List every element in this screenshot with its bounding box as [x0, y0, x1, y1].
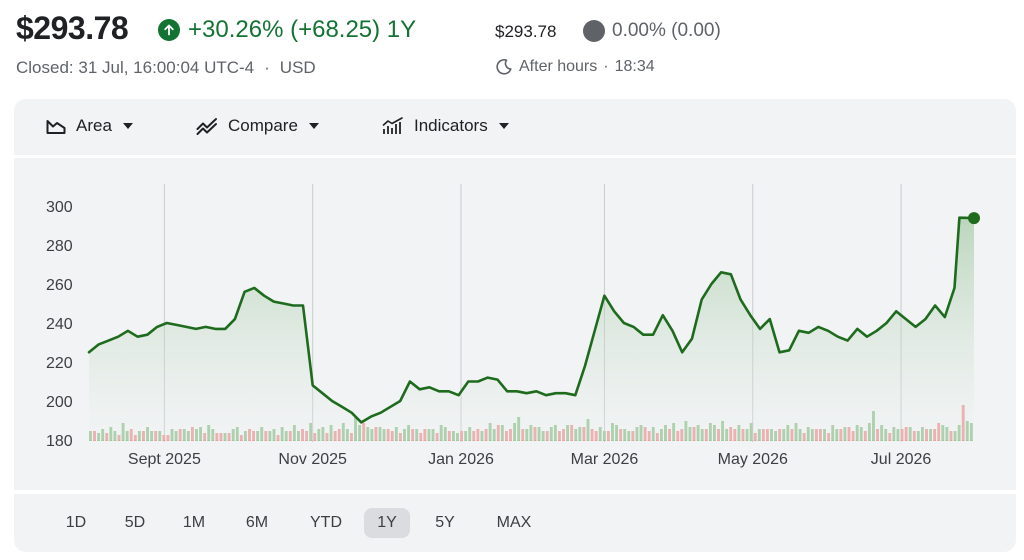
area-label: Area: [76, 116, 112, 135]
range-6m[interactable]: 6M: [245, 514, 269, 531]
change-text: +30.26% (+68.25) 1Y: [188, 16, 417, 43]
price-line: [87, 216, 976, 424]
after-hours-time: 18:34: [614, 58, 655, 75]
compare-label: Compare: [228, 116, 298, 135]
x-tick-label: Mar 2026: [571, 451, 639, 468]
x-tick-label: May 2026: [718, 451, 788, 468]
neutral-dot-icon: [583, 20, 605, 42]
x-tick-label: Nov 2025: [278, 451, 347, 468]
compare-icon: [196, 118, 217, 135]
change-row: +30.26% (+68.25) 1Y: [158, 16, 416, 44]
chart-panel: 300 280 260 240 220 200 180 Sept 2025 Nov 2025 Ja…: [14, 158, 1016, 490]
y-tick-label: 260: [46, 277, 73, 294]
currency: USD: [279, 58, 316, 77]
y-tick-label: 240: [46, 316, 73, 333]
indicators-icon: [382, 117, 403, 134]
caret-down-icon: [498, 123, 509, 129]
arrow-up-icon: [158, 19, 180, 41]
closed-text: Closed: 31 Jul, 16:00:04 UTC-4: [16, 58, 255, 77]
price: $293.78: [16, 10, 129, 46]
x-tick-label: Jul 2026: [871, 451, 932, 468]
y-tick-label: 300: [46, 199, 73, 216]
range-5d[interactable]: 5D: [124, 514, 146, 531]
last-price-marker: [968, 212, 980, 225]
area-dropdown[interactable]: Area: [46, 116, 134, 136]
caret-down-icon: [308, 123, 319, 129]
range-5y[interactable]: 5Y: [435, 514, 455, 531]
x-tick-label: Jan 2026: [428, 451, 494, 468]
x-tick-label: Sept 2025: [128, 451, 201, 468]
compare-dropdown[interactable]: Compare: [196, 116, 320, 136]
y-tick-label: 200: [46, 394, 73, 411]
after-hours-label: After hours · 18:34: [495, 58, 655, 76]
moon-icon: [496, 59, 512, 75]
after-hours-price: $293.78: [495, 22, 557, 41]
caret-down-icon: [122, 123, 133, 129]
indicators-label: Indicators: [414, 116, 488, 135]
price-chart[interactable]: 300 280 260 240 220 200 180 Sept 2025 Nov 2025 Ja…: [14, 158, 1016, 490]
range-1m[interactable]: 1M: [182, 514, 206, 531]
indicators-dropdown[interactable]: Indicators: [382, 116, 510, 136]
y-tick-label: 180: [46, 433, 73, 450]
range-ytd[interactable]: YTD: [310, 514, 342, 531]
y-tick-label: 280: [46, 238, 73, 255]
after-hours-change-text: 0.00% (0.00): [612, 20, 721, 41]
closed-info: Closed: 31 Jul, 16:00:04 UTC-4 · USD: [16, 58, 316, 77]
range-1d[interactable]: 1D: [65, 514, 87, 531]
range-max[interactable]: MAX: [496, 514, 532, 531]
area-chart-icon: [46, 120, 66, 134]
after-hours-change: 0.00% (0.00): [583, 20, 721, 42]
range-1y[interactable]: 1Y: [364, 508, 410, 538]
range-selector: 1D 5D 1M 6M YTD 1Y 5Y MAX: [14, 494, 1016, 552]
y-tick-label: 220: [46, 355, 73, 372]
price-area: [89, 217, 974, 440]
after-hours-text: After hours: [519, 58, 598, 75]
chart-toolbar: Area Compare Indicators: [14, 99, 1016, 155]
